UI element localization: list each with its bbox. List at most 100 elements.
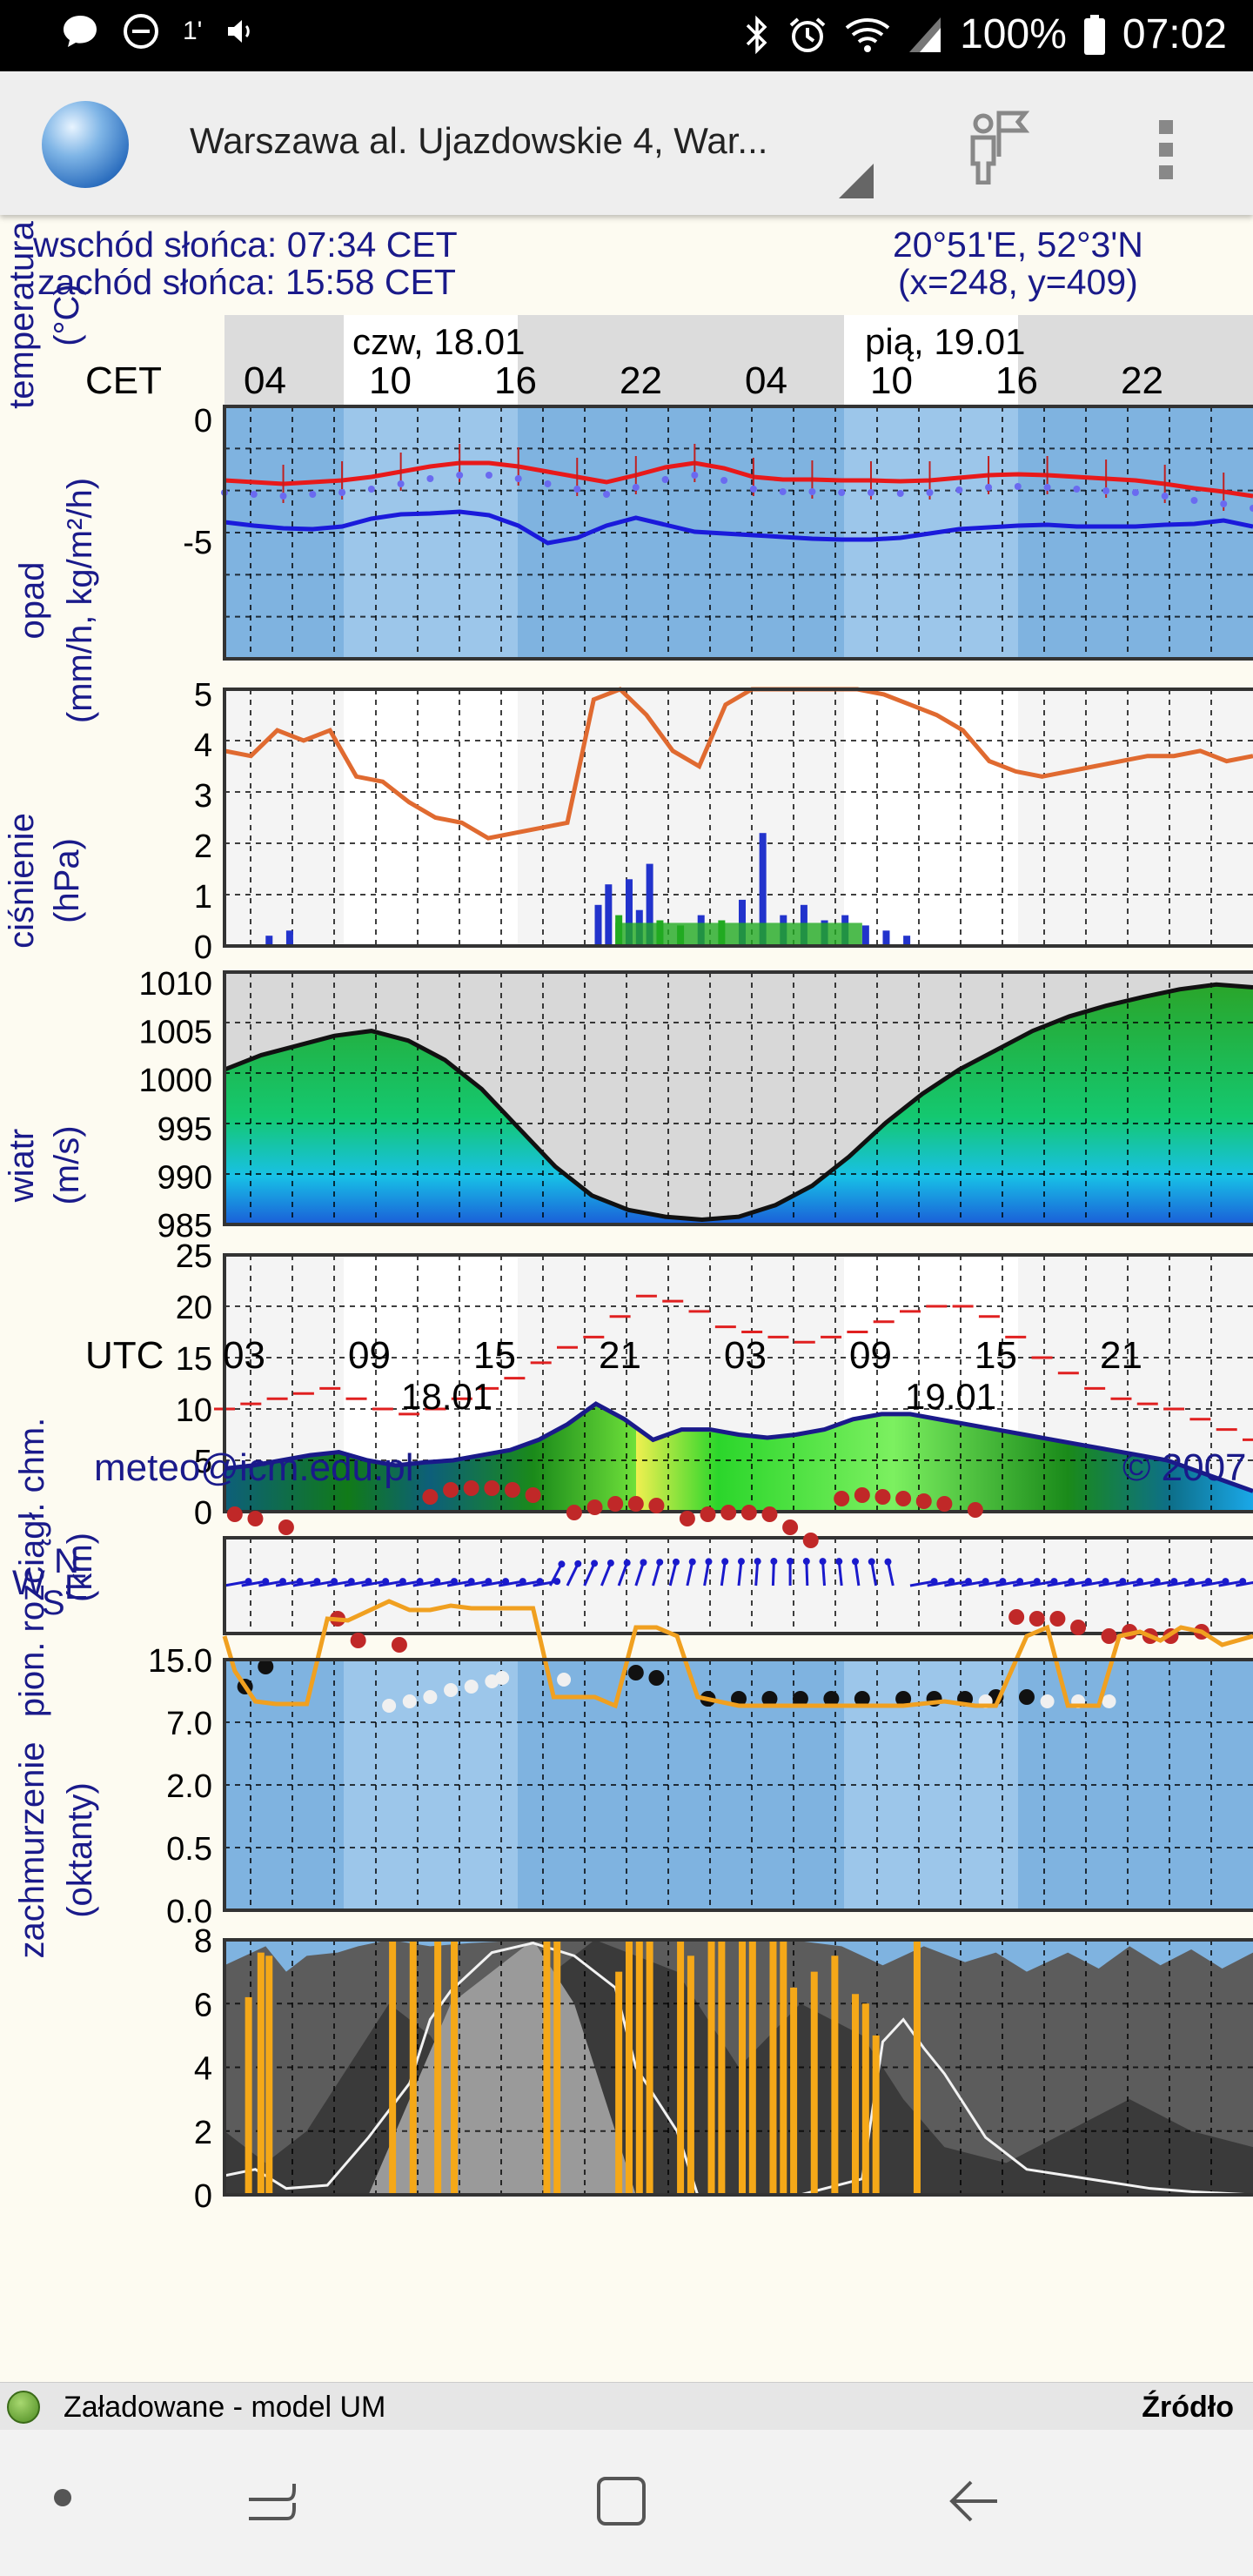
precip-bar [594,904,602,946]
cloud-base-point [278,1519,294,1535]
wind-axis-unit: (m/s) [48,1125,86,1204]
status-left: 1' [61,12,256,50]
wind-direction-arrow [771,1560,775,1587]
location-pin-icon[interactable] [957,106,1035,184]
perceived-temperature-point [1131,489,1139,496]
perceived-temperature-point [632,484,640,491]
cloud-cover-tick-label: 6 [194,1987,212,2023]
cloud-fog-point [1102,1694,1116,1708]
source-link[interactable]: Źródło [1142,2391,1234,2424]
status-right: 100% 07:02 [744,10,1227,58]
precip-bar [646,863,653,946]
app-bar: Warszawa al. Ujazdowskie 4, War... [0,71,1253,215]
wind-axis-title: wiatr [3,1129,41,1203]
utc-hour-label: 21 [1100,1334,1142,1377]
status-time: 07:02 [1122,11,1227,57]
cloud-base-point [350,1633,366,1648]
pressure-area [224,984,1253,1224]
day-label-1: czw, 18.01 [352,321,525,362]
wind-direction-arrow [1201,1580,1226,1587]
temperature-line [224,460,1253,499]
cet-label: CET [85,359,162,402]
header-band [344,315,518,406]
precip-tick-label: 2 [194,828,212,865]
cloud-base-point [834,1491,850,1506]
perceived-temperature-point [896,490,904,497]
wind-tick-label: 20 [176,1290,212,1326]
cloud-low-point [895,1691,912,1707]
cloud-cover-tick-label: 4 [194,2051,212,2088]
wind-direction-arrow-head [802,1558,810,1566]
back-icon[interactable] [947,2473,1002,2529]
wifi-icon [845,17,890,52]
wind-direction-arrow [1132,1580,1157,1587]
home-icon[interactable] [593,2473,649,2529]
meteogram[interactable]: wschód słońca: 07:34 CET zachód słońca: … [0,215,1253,2382]
wind-direction-arrow-head [558,1560,566,1568]
wind-direction-arrow [258,1580,284,1587]
wind-direction-arrow [224,1580,249,1587]
temperature-axis-title: temperatura [3,220,41,408]
cloud-low-point [627,1665,644,1680]
cloud-base-tick-label: 0.5 [166,1831,212,1868]
perceived-temperature-point [838,489,846,496]
bottom-day-label-1: 18.01 [401,1376,492,1417]
pressure-tick-label: 1010 [138,966,212,1003]
perceived-temperature-point [279,493,287,500]
wind-direction-arrow [887,1561,895,1587]
compass-w-label: W [12,1564,45,1602]
perceived-temperature-point [603,491,611,498]
precip-day-band [344,689,518,946]
pressure-grid [224,972,1253,1224]
pressure-frame [223,970,1253,1226]
day-label-2: pią, 19.01 [865,321,1026,362]
recent-apps-icon[interactable] [244,2473,299,2529]
cloud-base-point [936,1496,953,1512]
pressure-axis-unit: (hPa) [48,838,86,923]
wind-direction-arrow [1236,1581,1253,1587]
perceived-temperature-point [955,486,963,493]
cloud-fog-point [402,1694,417,1708]
perceived-temperature-point [1250,505,1253,512]
cloud-cover-tick-label: 2 [194,2115,212,2151]
location-title[interactable]: Warszawa al. Ujazdowskie 4, War... [190,120,768,161]
location-dropdown-icon[interactable] [837,162,875,200]
wind-dir-frame [223,1536,1253,1635]
wind-direction-arrow [498,1580,524,1587]
wind-direction-arrow-head [553,1578,561,1586]
header-band [844,315,1018,406]
do-not-disturb-icon [124,14,158,49]
wind-direction-arrow [481,1580,506,1587]
temperature-frame [223,405,1253,661]
contact-email[interactable]: meteo@icm.edu.pl [94,1446,414,1489]
cloud-base-point [607,1496,624,1512]
wind-direction-arrow-head [672,1558,680,1566]
status-indicator-icon [7,2391,40,2424]
wind-direction-arrow [944,1580,969,1587]
perceived-temperature-point [779,488,787,495]
precip-axis-unit: (mm/h, kg/m²/h) [61,478,99,723]
bottom-day-label-2: 19.01 [905,1376,996,1417]
utc-hour-label: 15 [975,1334,1017,1377]
wind-direction-arrow [870,1561,878,1587]
bottom-status-bar: Załadowane - model UM Źródło [0,2382,1253,2431]
precip-probability-bar [553,1940,561,2195]
app-logo[interactable] [42,101,129,188]
precip-bar [625,879,633,946]
cloud_base-axis-unit: (km) [61,1533,99,1602]
precip-area [615,922,862,946]
wind-direction-arrow-head [721,1558,729,1566]
wind-direction-arrow-head [574,1560,582,1567]
perceived-temperature-point [720,477,728,484]
precip-tick-label: 0 [194,929,212,966]
cloud-low-point [823,1691,840,1707]
cloud-cover-tick-label: 8 [194,1923,212,1960]
nav-dot-icon[interactable] [52,2487,73,2508]
precip-tick-label: 1 [194,879,212,916]
cet-hour-label: 22 [1121,359,1163,402]
wind-direction-arrow [1047,1580,1072,1587]
perceived-temperature-point [985,484,993,491]
pressure-tick-label: 995 [157,1111,212,1148]
battery-icon [1083,14,1105,55]
overflow-menu-icon[interactable] [1149,115,1183,184]
